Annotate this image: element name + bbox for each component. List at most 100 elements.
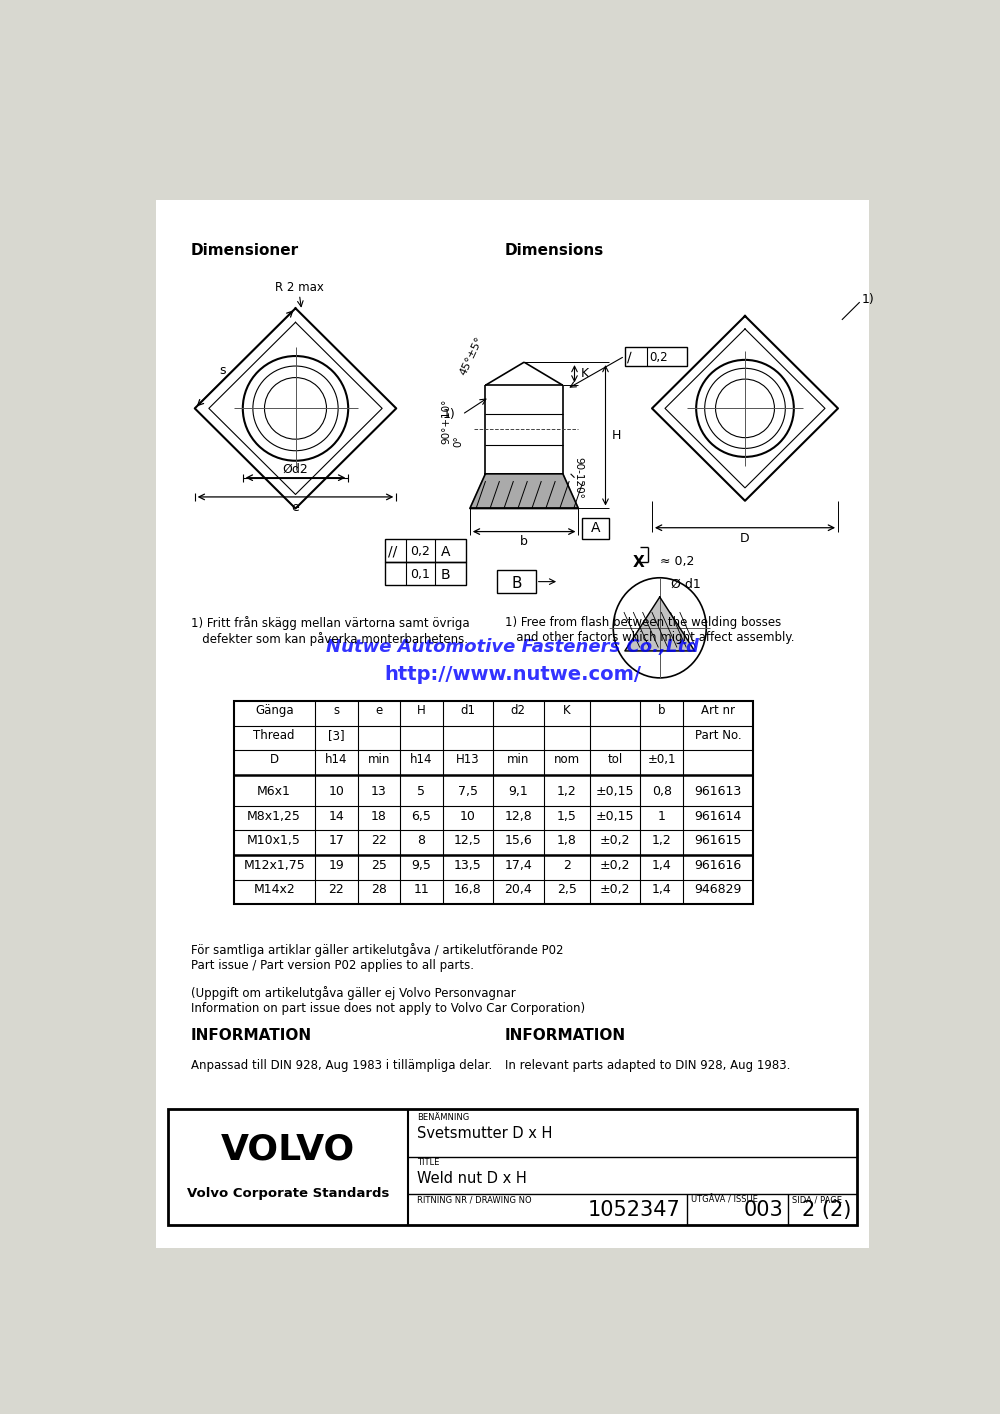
Text: ±0,15: ±0,15 [596, 785, 634, 797]
Text: s: s [220, 363, 226, 378]
Text: 25: 25 [371, 858, 387, 872]
Bar [582, 518, 609, 539]
Bar [168, 1109, 857, 1225]
Text: K: K [563, 704, 571, 717]
Text: VOLVO: VOLVO [221, 1133, 355, 1167]
Text: RITNING NR / DRAWING NO: RITNING NR / DRAWING NO [417, 1195, 532, 1205]
Text: tol: tol [608, 754, 623, 766]
Text: ±0,2: ±0,2 [600, 858, 630, 872]
Text: 2 (2): 2 (2) [802, 1200, 851, 1220]
Text: ∕: ∕ [627, 351, 632, 365]
Text: nom: nom [554, 754, 580, 766]
Text: 961614: 961614 [694, 810, 742, 823]
Text: 20,4: 20,4 [504, 884, 532, 896]
Text: b: b [520, 536, 528, 549]
Polygon shape [625, 597, 695, 650]
Text: 11: 11 [414, 884, 429, 896]
Text: h14: h14 [410, 754, 433, 766]
Text: Dimensions: Dimensions [505, 243, 604, 257]
Text: R 2 max: R 2 max [275, 281, 324, 294]
Text: h14: h14 [325, 754, 347, 766]
Text: Svetsmutter D x H: Svetsmutter D x H [417, 1126, 553, 1141]
Text: Part No.: Part No. [695, 728, 741, 742]
Text: 9,5: 9,5 [412, 858, 431, 872]
Text: 1: 1 [658, 810, 666, 823]
Text: 15,6: 15,6 [504, 834, 532, 847]
Text: 2: 2 [563, 858, 571, 872]
Text: Weld nut D x H: Weld nut D x H [417, 1171, 527, 1186]
Text: H13: H13 [456, 754, 480, 766]
Text: A: A [591, 522, 600, 536]
Bar [385, 563, 466, 585]
Text: Volvo Corporate Standards: Volvo Corporate Standards [187, 1188, 389, 1200]
Text: ≈ 0,2: ≈ 0,2 [660, 554, 694, 567]
Bar [625, 346, 687, 366]
Text: M14x2: M14x2 [253, 884, 295, 896]
Bar [234, 701, 753, 905]
Text: SIDA / PAGE: SIDA / PAGE [792, 1195, 842, 1205]
Text: INFORMATION: INFORMATION [191, 1028, 312, 1044]
Text: b: b [658, 704, 665, 717]
Text: 28: 28 [371, 884, 387, 896]
Text: 961613: 961613 [694, 785, 742, 797]
Text: 9,1: 9,1 [508, 785, 528, 797]
Text: Anpassad till DIN 928, Aug 1983 i tillämpliga delar.: Anpassad till DIN 928, Aug 1983 i tilläm… [191, 1059, 492, 1072]
Text: ±0,15: ±0,15 [596, 810, 634, 823]
Text: 16,8: 16,8 [454, 884, 482, 896]
Text: 0,8: 0,8 [652, 785, 672, 797]
Text: 17,4: 17,4 [504, 858, 532, 872]
Text: X: X [633, 554, 644, 570]
Text: 10: 10 [328, 785, 344, 797]
Text: 6,5: 6,5 [412, 810, 431, 823]
Text: 1,2: 1,2 [652, 834, 672, 847]
Text: 1): 1) [861, 293, 874, 305]
Text: M8x1,25: M8x1,25 [247, 810, 301, 823]
Text: 90-120°: 90-120° [573, 457, 583, 499]
Text: För samtliga artiklar gäller artikelutgåva / artikelutförande P02
Part issue / P: För samtliga artiklar gäller artikelutgå… [191, 943, 563, 973]
Text: 22: 22 [371, 834, 387, 847]
Text: 2,5: 2,5 [557, 884, 577, 896]
Text: D: D [740, 532, 750, 544]
Text: //: // [388, 544, 398, 559]
Text: 961616: 961616 [694, 858, 742, 872]
Text: D: D [270, 754, 279, 766]
Text: Thread: Thread [253, 728, 295, 742]
Text: (Uppgift om artikelutgåva gäller ej Volvo Personvagnar
Information on part issue: (Uppgift om artikelutgåva gäller ej Volv… [191, 986, 585, 1015]
Text: 12,8: 12,8 [504, 810, 532, 823]
Text: BENÄMNING: BENÄMNING [417, 1113, 469, 1121]
Text: 12,5: 12,5 [454, 834, 482, 847]
Text: 0,1: 0,1 [410, 568, 430, 581]
Text: B: B [511, 577, 522, 591]
Text: Nutwe Automotive Fasteners Co.,Ltd: Nutwe Automotive Fasteners Co.,Ltd [326, 638, 699, 656]
Text: 0°: 0° [453, 436, 463, 447]
Polygon shape [470, 474, 578, 509]
Text: ±0,1: ±0,1 [647, 754, 676, 766]
Text: 961615: 961615 [694, 834, 742, 847]
Text: 1,4: 1,4 [652, 884, 672, 896]
Text: 18: 18 [371, 810, 387, 823]
Text: M6x1: M6x1 [257, 785, 291, 797]
Bar [497, 570, 536, 594]
Text: 90°+10°: 90°+10° [442, 399, 452, 444]
Text: http://www.nutwe.com/: http://www.nutwe.com/ [384, 665, 641, 683]
Text: A: A [440, 544, 450, 559]
Text: ±0,2: ±0,2 [600, 834, 630, 847]
Text: ±0,2: ±0,2 [600, 884, 630, 896]
Text: 13,5: 13,5 [454, 858, 482, 872]
Text: 1,2: 1,2 [557, 785, 577, 797]
Text: min: min [368, 754, 390, 766]
Text: UTGÅVA / ISSUE: UTGÅVA / ISSUE [691, 1195, 758, 1205]
Text: B: B [440, 568, 450, 581]
Text: [3]: [3] [328, 728, 344, 742]
Text: 0,2: 0,2 [650, 351, 668, 363]
Text: 5: 5 [417, 785, 425, 797]
Text: 1,5: 1,5 [557, 810, 577, 823]
Text: 1052347: 1052347 [588, 1200, 681, 1220]
Text: Gänga: Gänga [255, 704, 294, 717]
Text: K: K [581, 368, 589, 380]
Text: 19: 19 [328, 858, 344, 872]
Text: 1): 1) [443, 409, 456, 421]
Text: H: H [417, 704, 426, 717]
Text: INFORMATION: INFORMATION [505, 1028, 626, 1044]
Text: e: e [375, 704, 382, 717]
